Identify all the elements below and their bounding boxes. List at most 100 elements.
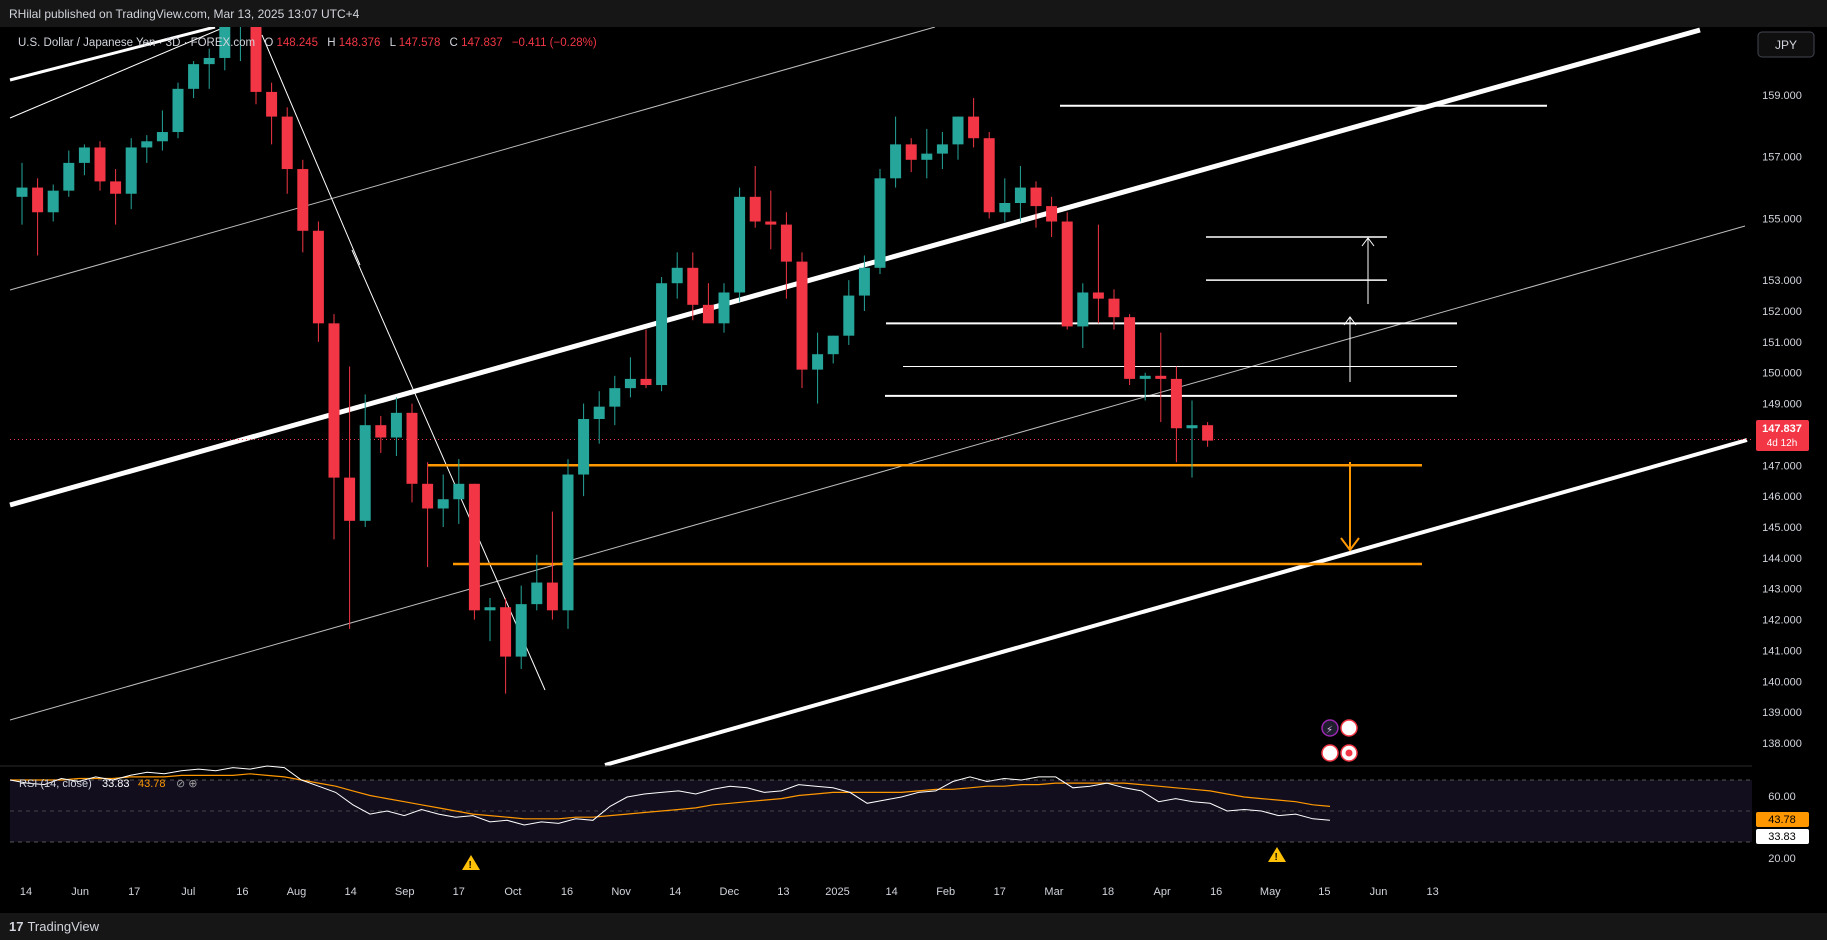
candle-body [94, 147, 106, 182]
price-tick-label: 144.000 [1762, 553, 1802, 565]
candle [718, 283, 730, 333]
candle-body [219, 24, 231, 58]
rsi-tick-20: 20.00 [1768, 853, 1796, 865]
price-tick-label: 138.000 [1762, 738, 1802, 750]
time-tick-label: Oct [504, 886, 521, 898]
candle-body [266, 91, 278, 117]
channel-upper-line [9, 27, 1701, 508]
candle-body [63, 162, 75, 191]
time-tick-label: 17 [453, 886, 465, 898]
time-axis[interactable]: 14 Jun 17 Jul 16 Aug 14 Sep 17 Oct 16 Nov 14 Dec 13 202… [20, 886, 1439, 898]
time-tick-label: 15 [1318, 886, 1330, 898]
candle [734, 187, 746, 302]
trendlines [9, 25, 1748, 767]
rsi-line [9, 765, 1331, 826]
swing-line-2 [351, 249, 546, 691]
event-icons[interactable]: ⚡ [1321, 719, 1358, 762]
chart-area[interactable]: ⚡ RSI (14, close) 33.83 43.78 ⊘ ⊕ ! ! 15… [0, 5, 1827, 913]
candle [999, 178, 1011, 222]
price-axis[interactable]: 159.000 157.000 155.000 153.000 152.000 151.0… [1762, 90, 1802, 750]
time-tick-label: 17 [128, 886, 140, 898]
candle [952, 116, 964, 160]
candle-body [468, 483, 480, 611]
candle-body [702, 304, 714, 324]
arrow-up-1-head [1361, 237, 1375, 247]
tradingview-logo[interactable]: 17 TradingView [9, 919, 99, 934]
time-tick-label: 14 [344, 886, 356, 898]
candle [375, 415, 387, 453]
candle-body [858, 267, 870, 296]
candle [796, 252, 808, 389]
time-tick-label: 14 [885, 886, 897, 898]
candle-body [843, 295, 855, 336]
time-tick-label: 13 [1426, 886, 1438, 898]
candle [1092, 224, 1104, 324]
price-tick-label: 149.000 [1762, 399, 1802, 411]
candle-body [952, 116, 964, 145]
candle [702, 283, 714, 324]
warning-icon[interactable]: ! [462, 855, 480, 871]
tv-logo-icon: 17 [9, 919, 24, 934]
candle [546, 511, 558, 620]
arrows [1340, 237, 1375, 552]
last-price-marker: 147.837 4d 12h [1756, 420, 1809, 451]
candle-body [1124, 317, 1136, 379]
candle [1061, 212, 1073, 330]
chart-svg[interactable]: ⚡ RSI (14, close) 33.83 43.78 ⊘ ⊕ ! ! 15… [0, 5, 1827, 913]
candle-body [172, 88, 184, 133]
candle [94, 141, 106, 191]
candle-body [47, 190, 59, 213]
candle [406, 403, 418, 503]
time-tick-label: 14 [669, 886, 681, 898]
currency-label: JPY [1775, 38, 1797, 52]
candle [1077, 283, 1089, 349]
candle-body [656, 283, 668, 386]
candle [983, 132, 995, 219]
candle-body [546, 582, 558, 611]
candle [1108, 289, 1120, 330]
candle [297, 159, 309, 253]
candle [640, 329, 652, 389]
candle [266, 82, 278, 145]
candle [843, 280, 855, 345]
warning-icon-2[interactable]: ! [1268, 847, 1286, 863]
time-tick-label: 13 [777, 886, 789, 898]
swing-line-1 [261, 34, 361, 266]
candle-body [999, 203, 1011, 213]
candle-body [671, 267, 683, 284]
candle-body [1202, 425, 1214, 441]
candle-body [780, 224, 792, 262]
currency-button[interactable]: JPY [1757, 31, 1815, 58]
candle-body [765, 221, 777, 225]
candle [110, 169, 122, 225]
candle-body [687, 267, 699, 305]
candle [172, 82, 184, 139]
japan-flag-dot [1345, 749, 1353, 757]
candle [1186, 400, 1198, 478]
candle [905, 138, 917, 173]
candle [1014, 165, 1026, 222]
candle-body [1139, 375, 1151, 379]
footer-bar: 17 TradingView [0, 913, 1827, 940]
candle [531, 554, 543, 611]
candle-body [1155, 375, 1167, 379]
candle [593, 391, 605, 444]
candle [687, 252, 699, 321]
rsi-value-tags: 43.78 33.83 60.00 20.00 [1756, 791, 1809, 865]
candle-body [1170, 378, 1182, 429]
candle [437, 474, 449, 527]
candle [921, 128, 933, 179]
price-tick-label: 157.000 [1762, 152, 1802, 164]
candle-body [390, 412, 402, 438]
candle [578, 403, 590, 497]
candle [515, 585, 527, 669]
candle [500, 597, 512, 694]
candle-body [110, 181, 122, 194]
price-tick-label: 139.000 [1762, 707, 1802, 719]
candle [1139, 372, 1151, 401]
candle [936, 132, 948, 170]
candle [47, 184, 59, 222]
symbol-legend: U.S. Dollar / Japanese Yen · 3D · FOREX.… [18, 37, 597, 49]
rsi-panel[interactable]: RSI (14, close) 33.83 43.78 ⊘ ⊕ ! ! [0, 765, 1752, 871]
time-tick-label: 17 [994, 886, 1006, 898]
